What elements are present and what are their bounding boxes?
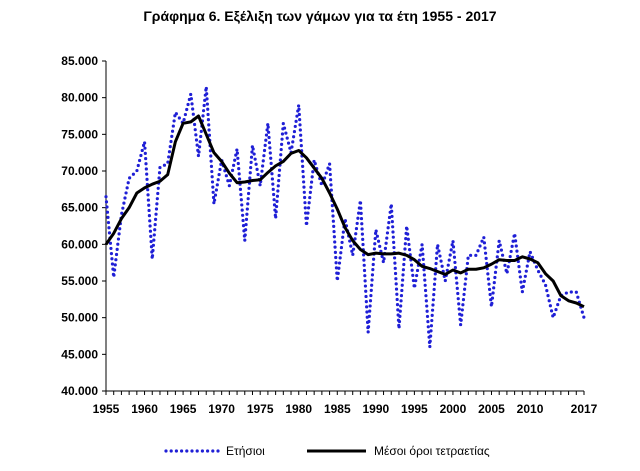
y-tick-label: 65.000 [61, 201, 98, 215]
y-tick-label: 60.000 [61, 237, 98, 251]
y-tick-label: 85.000 [61, 54, 98, 68]
y-tick-label: 75.000 [61, 127, 98, 141]
x-tick-label: 1970 [208, 402, 235, 416]
x-tick-label: 2010 [517, 402, 544, 416]
y-tick-label: 80.000 [61, 91, 98, 105]
x-tick-label: 1965 [170, 402, 197, 416]
y-tick-label: 40.000 [61, 384, 98, 398]
x-tick-label: 2017 [571, 402, 598, 416]
legend-label-4yr-average: Μέσοι όροι τετραετίας [374, 444, 490, 458]
x-tick-label: 1985 [324, 402, 351, 416]
series-line-4yr-average [104, 114, 585, 309]
y-tick-label: 50.000 [61, 311, 98, 325]
x-tick-label: 1960 [131, 402, 158, 416]
chart-title: Γράφημα 6. Εξέλιξη των γάμων για τα έτη … [143, 8, 497, 24]
series-line-annual [104, 86, 586, 348]
x-tick-label: 1995 [401, 402, 428, 416]
y-tick-label: 45.000 [61, 347, 98, 361]
x-tick-label: 2000 [440, 402, 467, 416]
x-tick-label: 1955 [93, 402, 120, 416]
legend-label-annual: Ετήσιοι [226, 444, 265, 458]
x-tick-label: 1980 [285, 402, 312, 416]
x-tick-label: 1990 [362, 402, 389, 416]
x-tick-label: 1975 [247, 402, 274, 416]
x-tick-label: 2005 [478, 402, 505, 416]
y-tick-label: 70.000 [61, 164, 98, 178]
y-tick-label: 55.000 [61, 274, 98, 288]
